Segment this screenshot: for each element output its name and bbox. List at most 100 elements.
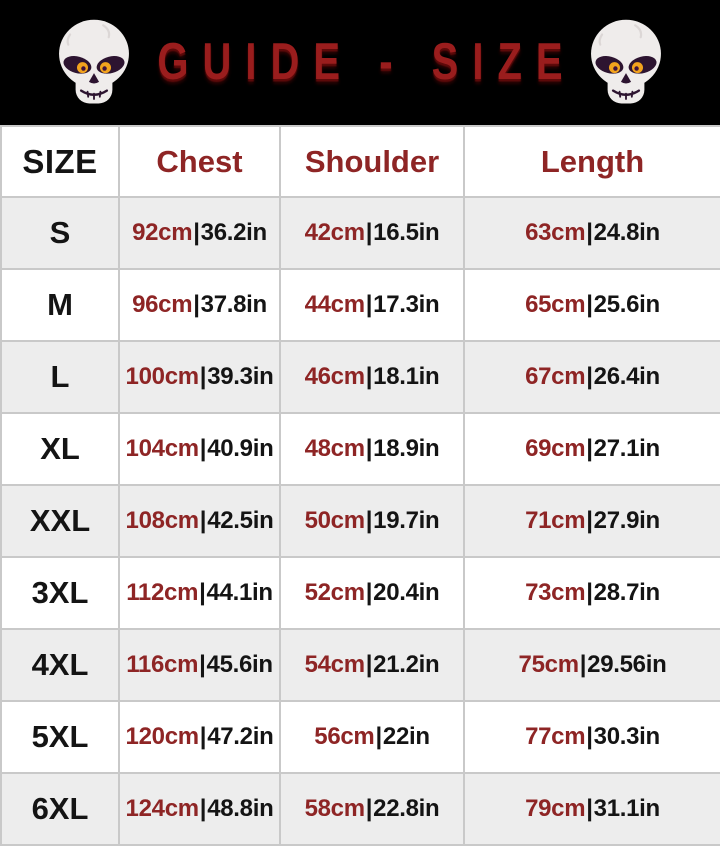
length-inch-value: 28.7in — [593, 579, 661, 606]
chest-measurement-cell: 92cm|36.2in — [118, 196, 281, 270]
table-row-6xl: 6XL 124cm|48.8in 58cm|22.8in 79cm|31.1in — [0, 772, 720, 846]
size-label: 6XL — [0, 772, 120, 846]
chest-measurement-cell: 120cm|47.2in — [118, 700, 281, 774]
column-header-shoulder: Shoulder — [279, 125, 465, 198]
length-cm-value: 63cm — [525, 219, 586, 246]
shoulder-cm-value: 56cm — [314, 723, 375, 750]
length-inch-value: 24.8in — [593, 219, 661, 246]
shoulder-inch-value: 20.4in — [373, 579, 440, 606]
separator: | — [586, 291, 593, 318]
shoulder-cm-value: 46cm — [304, 363, 365, 390]
shoulder-cm-value: 48cm — [304, 435, 365, 462]
size-label: XL — [0, 412, 120, 486]
separator: | — [365, 507, 373, 534]
chest-measurement-cell: 100cm|39.3in — [118, 340, 281, 414]
chest-measurement-cell: 104cm|40.9in — [118, 412, 281, 486]
separator: | — [586, 435, 593, 462]
size-label: M — [0, 268, 120, 342]
skull-left-icon — [59, 19, 129, 103]
shoulder-cm-value: 50cm — [304, 507, 365, 534]
chest-cm-value: 100cm — [125, 363, 200, 390]
table-row-s: S 92cm|36.2in 42cm|16.5in 63cm|24.8in — [0, 196, 720, 270]
length-measurement-cell: 73cm|28.7in — [463, 556, 720, 630]
length-inch-value: 29.56in — [587, 651, 667, 678]
length-inch-value: 27.1in — [593, 435, 661, 462]
separator: | — [586, 795, 593, 822]
shoulder-inch-value: 19.7in — [373, 507, 440, 534]
shoulder-measurement-cell: 48cm|18.9in — [279, 412, 465, 486]
shoulder-inch-value: 16.5in — [373, 219, 440, 246]
length-measurement-cell: 77cm|30.3in — [463, 700, 720, 774]
length-inch-value: 30.3in — [593, 723, 661, 750]
skull-right-icon — [591, 19, 661, 103]
length-inch-value: 26.4in — [593, 363, 661, 390]
size-table-body: S 92cm|36.2in 42cm|16.5in 63cm|24.8in M 96cm|… — [0, 196, 720, 846]
table-row-5xl: 5XL 120cm|47.2in 56cm|22in 77cm|30.3in — [0, 700, 720, 774]
separator: | — [375, 723, 382, 750]
size-label: S — [0, 196, 120, 270]
separator: | — [586, 723, 593, 750]
column-header-size: SIZE — [0, 125, 120, 198]
separator: | — [365, 219, 373, 246]
shoulder-cm-value: 54cm — [304, 651, 365, 678]
shoulder-measurement-cell: 42cm|16.5in — [279, 196, 465, 270]
length-measurement-cell: 79cm|31.1in — [463, 772, 720, 846]
separator: | — [199, 723, 207, 750]
shoulder-cm-value: 44cm — [304, 291, 365, 318]
separator: | — [579, 651, 587, 678]
shoulder-measurement-cell: 56cm|22in — [279, 700, 465, 774]
separator: | — [365, 363, 373, 390]
chest-inch-value: 40.9in — [207, 435, 274, 462]
shoulder-cm-value: 42cm — [304, 219, 365, 246]
table-row-m: M 96cm|37.8in 44cm|17.3in 65cm|25.6in — [0, 268, 720, 342]
table-row-l: L 100cm|39.3in 46cm|18.1in 67cm|26.4in — [0, 340, 720, 414]
shoulder-inch-value: 21.2in — [373, 651, 440, 678]
separator: | — [586, 219, 593, 246]
length-inch-value: 27.9in — [593, 507, 661, 534]
length-inch-value: 31.1in — [593, 795, 661, 822]
chest-cm-value: 120cm — [125, 723, 200, 750]
chest-inch-value: 47.2in — [207, 723, 274, 750]
shoulder-inch-value: 18.1in — [373, 363, 440, 390]
chest-inch-value: 44.1in — [206, 579, 274, 606]
shoulder-measurement-cell: 50cm|19.7in — [279, 484, 465, 558]
column-header-chest: Chest — [118, 125, 281, 198]
length-cm-value: 71cm — [525, 507, 586, 534]
separator: | — [199, 651, 206, 678]
length-cm-value: 75cm — [518, 651, 579, 678]
shoulder-inch-value: 22in — [382, 723, 430, 750]
chest-inch-value: 37.8in — [200, 291, 268, 318]
chest-inch-value: 42.5in — [207, 507, 274, 534]
shoulder-inch-value: 22.8in — [373, 795, 440, 822]
shoulder-measurement-cell: 44cm|17.3in — [279, 268, 465, 342]
chest-measurement-cell: 96cm|37.8in — [118, 268, 281, 342]
separator: | — [199, 579, 206, 606]
chest-cm-value: 116cm — [126, 651, 199, 678]
chest-measurement-cell: 112cm|44.1in — [118, 556, 281, 630]
separator: | — [365, 291, 373, 318]
table-row-4xl: 4XL 116cm|45.6in 54cm|21.2in 75cm|29.56in — [0, 628, 720, 702]
shoulder-cm-value: 58cm — [304, 795, 365, 822]
length-cm-value: 79cm — [525, 795, 586, 822]
size-label: 4XL — [0, 628, 120, 702]
shoulder-cm-value: 52cm — [304, 579, 365, 606]
size-guide-table: SIZE Chest Shoulder Length S 92cm|36.2in 4… — [0, 125, 720, 846]
size-label: 5XL — [0, 700, 120, 774]
header-banner: GUIDE - SIZE — [0, 0, 720, 125]
length-measurement-cell: 75cm|29.56in — [463, 628, 720, 702]
chest-measurement-cell: 108cm|42.5in — [118, 484, 281, 558]
separator: | — [365, 579, 373, 606]
length-cm-value: 69cm — [525, 435, 586, 462]
chest-inch-value: 45.6in — [206, 651, 274, 678]
page-title: GUIDE - SIZE — [157, 33, 577, 91]
separator: | — [586, 363, 593, 390]
chest-cm-value: 112cm — [126, 579, 199, 606]
chest-cm-value: 92cm — [132, 219, 193, 246]
length-measurement-cell: 63cm|24.8in — [463, 196, 720, 270]
length-cm-value: 67cm — [525, 363, 586, 390]
column-header-length: Length — [463, 125, 720, 198]
separator: | — [365, 795, 373, 822]
table-row-xl: XL 104cm|40.9in 48cm|18.9in 69cm|27.1in — [0, 412, 720, 486]
chest-cm-value: 108cm — [125, 507, 200, 534]
length-cm-value: 65cm — [525, 291, 586, 318]
